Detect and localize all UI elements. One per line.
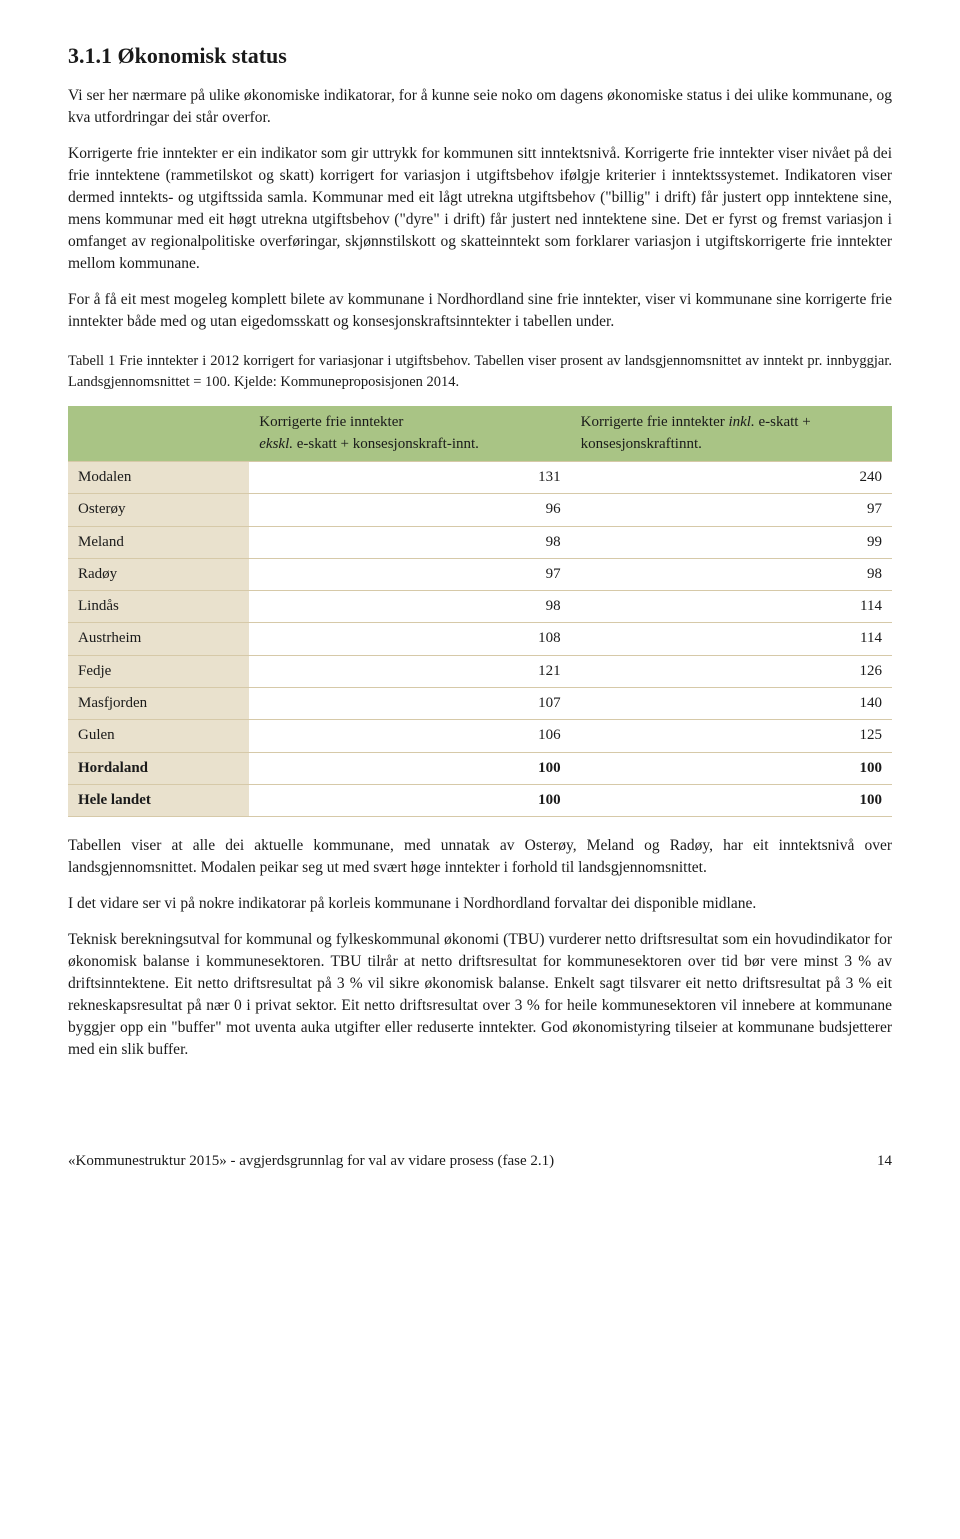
th2-rest: e-skatt + konsesjonskraft-innt. — [293, 436, 479, 452]
row-name: Radøy — [68, 558, 249, 590]
row-name: Lindås — [68, 591, 249, 623]
row-v1: 121 — [249, 655, 570, 687]
table-header-ekskl: Korrigerte frie inntekter ekskl. e-skatt… — [249, 406, 570, 461]
table-row: Meland9899 — [68, 526, 892, 558]
paragraph-3: For å få eit mest mogeleg komplett bilet… — [68, 289, 892, 333]
row-v2: 125 — [571, 720, 892, 752]
th3-line1: Korrigerte frie inntekter — [581, 414, 729, 430]
row-name: Hordaland — [68, 752, 249, 784]
row-name: Modalen — [68, 461, 249, 493]
table-row: Gulen106125 — [68, 720, 892, 752]
table-row: Osterøy9697 — [68, 494, 892, 526]
row-v1: 108 — [249, 623, 570, 655]
table-row: Masfjorden107140 — [68, 688, 892, 720]
row-name: Meland — [68, 526, 249, 558]
row-v2: 100 — [571, 752, 892, 784]
row-v2: 99 — [571, 526, 892, 558]
row-v2: 98 — [571, 558, 892, 590]
row-v1: 106 — [249, 720, 570, 752]
th2-line1: Korrigerte frie inntekter — [259, 414, 403, 430]
row-v2: 240 — [571, 461, 892, 493]
row-v1: 100 — [249, 752, 570, 784]
paragraph-2: Korrigerte frie inntekter er ein indikat… — [68, 143, 892, 275]
row-v2: 100 — [571, 784, 892, 816]
row-v2: 126 — [571, 655, 892, 687]
table-header-empty — [68, 406, 249, 461]
table-row: Austrheim108114 — [68, 623, 892, 655]
table-body: Modalen131240Osterøy9697Meland9899Radøy9… — [68, 461, 892, 816]
paragraph-4: Tabellen viser at alle dei aktuelle komm… — [68, 835, 892, 879]
table-summary-row: Hordaland100100 — [68, 752, 892, 784]
row-v2: 140 — [571, 688, 892, 720]
footer-left: «Kommunestruktur 2015» - avgjerdsgrunnla… — [68, 1151, 554, 1172]
table-row: Modalen131240 — [68, 461, 892, 493]
income-table: Korrigerte frie inntekter ekskl. e-skatt… — [68, 406, 892, 817]
paragraph-6: Teknisk berekningsutval for kommunal og … — [68, 929, 892, 1061]
table-row: Fedje121126 — [68, 655, 892, 687]
section-heading: 3.1.1 Økonomisk status — [68, 40, 892, 71]
row-v1: 96 — [249, 494, 570, 526]
row-v2: 114 — [571, 591, 892, 623]
row-v1: 100 — [249, 784, 570, 816]
table-header-inkl: Korrigerte frie inntekter inkl. e-skatt … — [571, 406, 892, 461]
row-name: Gulen — [68, 720, 249, 752]
row-v1: 131 — [249, 461, 570, 493]
table-summary-row: Hele landet100100 — [68, 784, 892, 816]
row-v2: 97 — [571, 494, 892, 526]
table-row: Radøy9798 — [68, 558, 892, 590]
page-footer: «Kommunestruktur 2015» - avgjerdsgrunnla… — [68, 1151, 892, 1172]
row-name: Hele landet — [68, 784, 249, 816]
row-name: Masfjorden — [68, 688, 249, 720]
row-v1: 107 — [249, 688, 570, 720]
paragraph-5: I det vidare ser vi på nokre indikatorar… — [68, 893, 892, 915]
paragraph-1: Vi ser her nærmare på ulike økonomiske i… — [68, 85, 892, 129]
row-name: Austrheim — [68, 623, 249, 655]
row-name: Fedje — [68, 655, 249, 687]
row-v2: 114 — [571, 623, 892, 655]
th2-italic: ekskl. — [259, 436, 293, 452]
table-caption: Tabell 1 Frie inntekter i 2012 korrigert… — [68, 351, 892, 392]
table-row: Lindås98114 — [68, 591, 892, 623]
footer-page-number: 14 — [877, 1151, 892, 1172]
row-name: Osterøy — [68, 494, 249, 526]
row-v1: 98 — [249, 591, 570, 623]
row-v1: 97 — [249, 558, 570, 590]
row-v1: 98 — [249, 526, 570, 558]
th3-italic: inkl. — [728, 414, 754, 430]
